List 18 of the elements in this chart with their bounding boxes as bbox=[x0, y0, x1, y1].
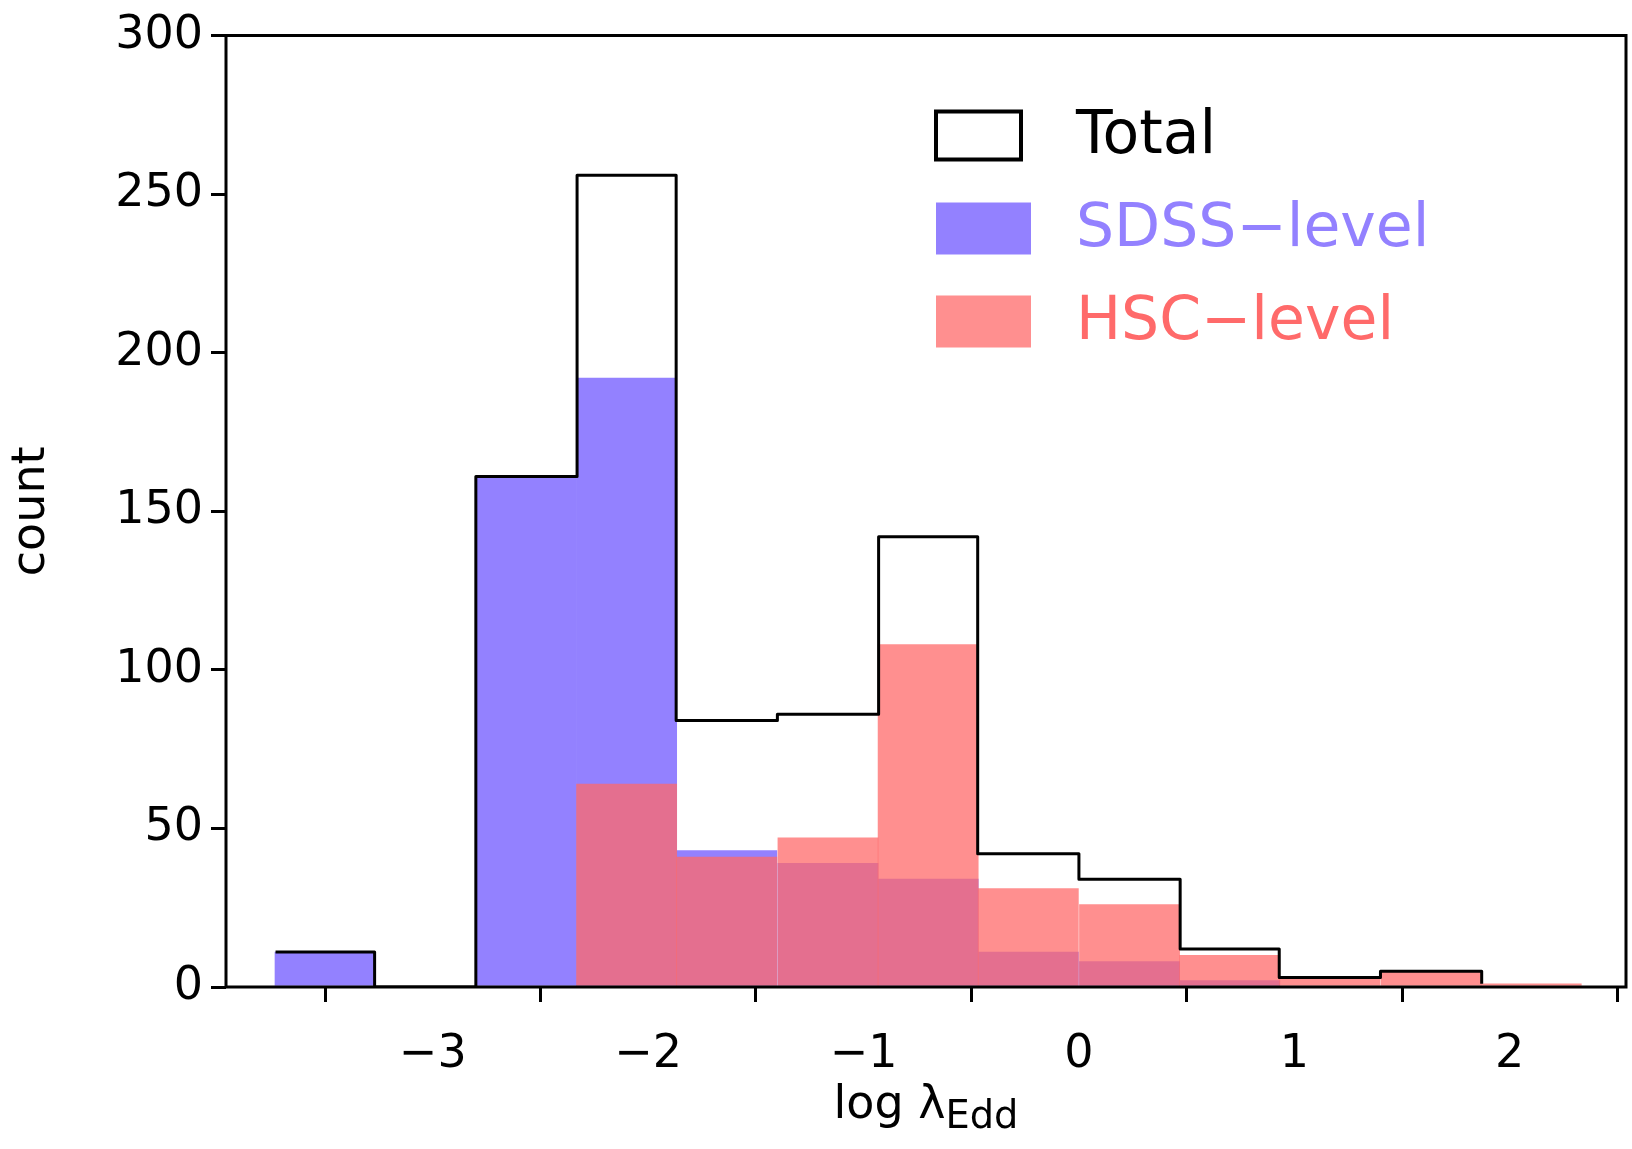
x-tick-label: 1 bbox=[1279, 1023, 1309, 1078]
y-axis-title: count bbox=[0, 446, 55, 577]
x-tick-label: −1 bbox=[829, 1023, 898, 1078]
y-tick-label: 50 bbox=[144, 797, 203, 852]
x-axis-title: log λ$_{Edd}$ bbox=[833, 1075, 1019, 1138]
y-tick-label: 150 bbox=[115, 480, 203, 535]
y-tick-label: 100 bbox=[115, 638, 203, 693]
x-tick-label: 0 bbox=[1064, 1023, 1094, 1078]
x-tick-label: −2 bbox=[614, 1023, 683, 1078]
legend-label: HSC−level bbox=[1076, 283, 1395, 354]
x-tick-label: −3 bbox=[398, 1023, 467, 1078]
legend-label: Total bbox=[1075, 97, 1217, 168]
y-tick-label: 200 bbox=[115, 321, 203, 376]
x-tick-label: 2 bbox=[1495, 1023, 1525, 1078]
y-tick-label: 0 bbox=[173, 955, 203, 1010]
y-tick-label: 300 bbox=[115, 4, 203, 59]
legend-label: SDSS−level bbox=[1076, 190, 1430, 261]
y-tick-label: 250 bbox=[115, 163, 203, 218]
